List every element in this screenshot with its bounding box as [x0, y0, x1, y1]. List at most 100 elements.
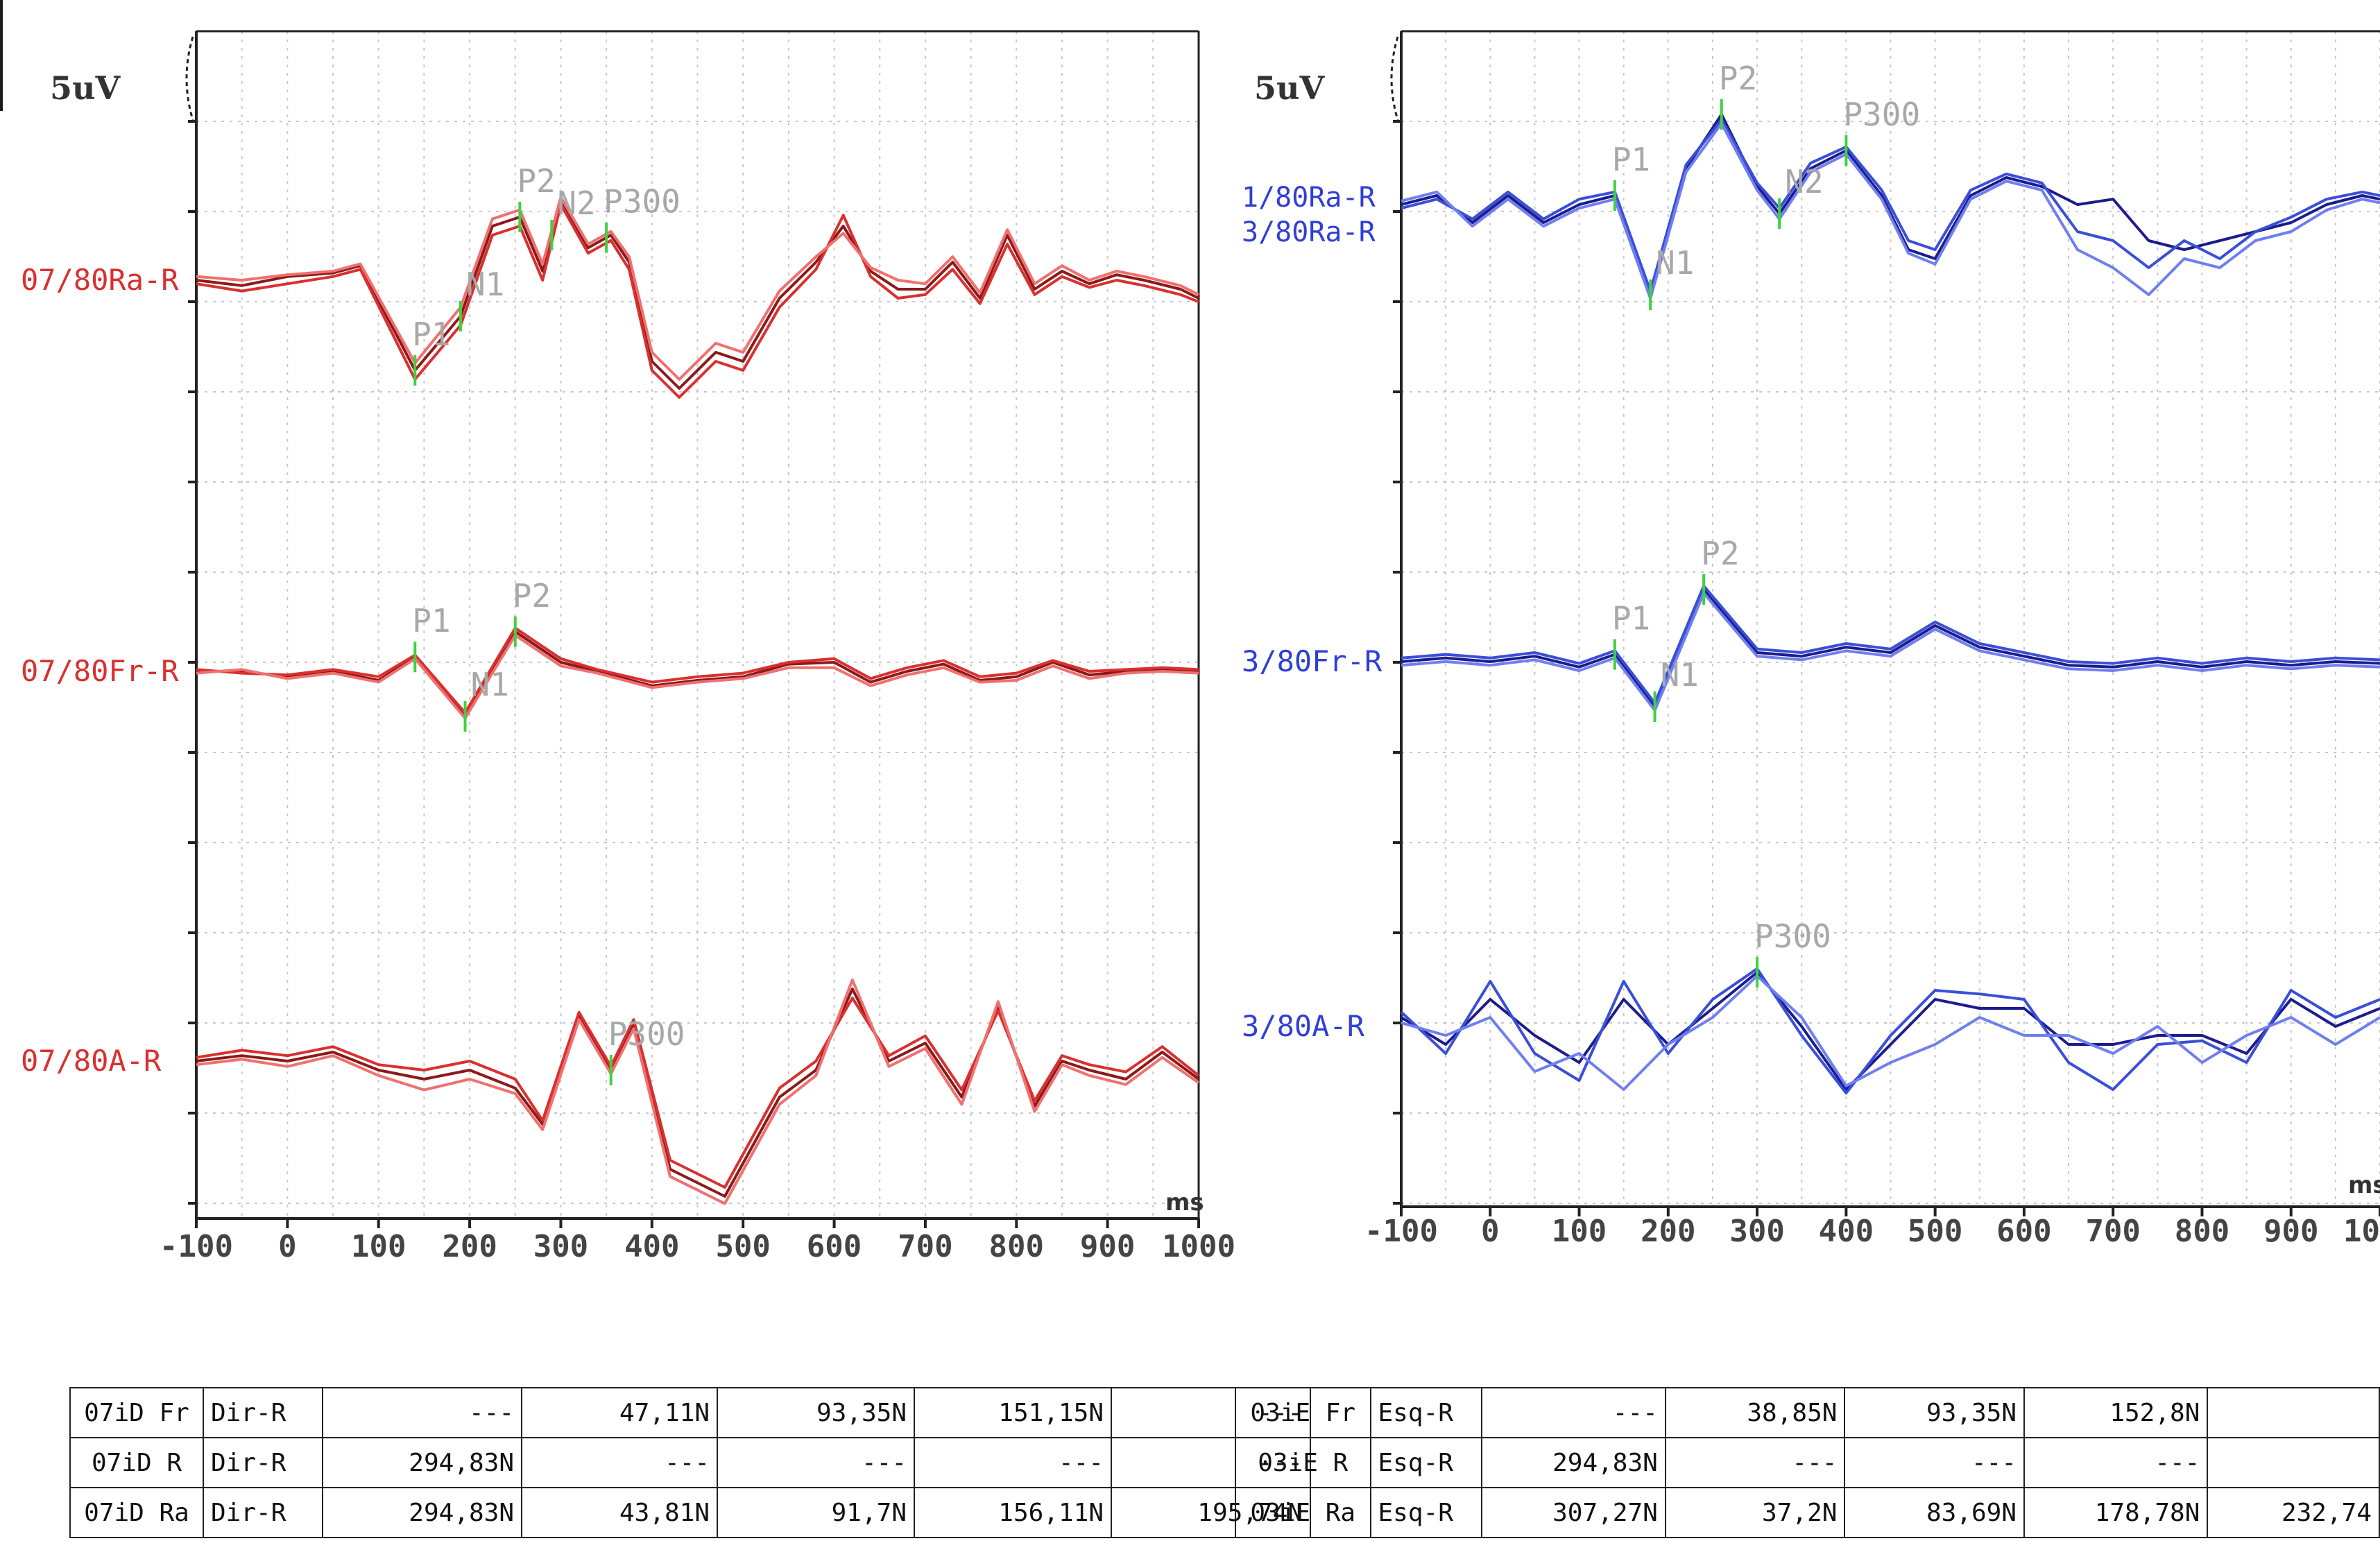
table-cell: 07iD Fr — [69, 1387, 204, 1438]
table-cell: 03iE Ra — [1235, 1487, 1371, 1538]
x-tick-label: 400 — [1819, 1214, 1874, 1249]
waveform-trace — [1400, 971, 2380, 1091]
table-cell: --- — [2023, 1437, 2209, 1488]
waveform-trace — [196, 198, 1199, 390]
table-cell: 07iD R — [69, 1437, 204, 1488]
waveform-trace — [196, 997, 1200, 1189]
table-cell: Esq-R — [1369, 1387, 1483, 1438]
table-cell: --- — [1844, 1437, 2026, 1488]
peak-label: P300 — [603, 183, 680, 221]
table-cell — [2207, 1437, 2380, 1488]
table-cell: --- — [322, 1387, 522, 1438]
channel-label: 3/80Ra-R — [1242, 216, 1376, 248]
table-cell: 232,74 — [2207, 1487, 2380, 1538]
table-cell: 03iE R — [1235, 1437, 1371, 1488]
table-row: 07iD Ra Dir-R 294,83N 43,81N 91,7N 156,11N 195… — [69, 1487, 1311, 1538]
table-cell: --- — [1664, 1437, 1846, 1488]
time-unit-label: ms — [1165, 1189, 1204, 1216]
x-tick-label: 500 — [715, 1229, 770, 1264]
waveform-trace — [196, 634, 1199, 720]
table-cell: 43,81N — [521, 1487, 718, 1538]
channel-label: 1/80Ra-R — [1242, 182, 1376, 214]
chart-right-red: -100 0 100 200 300 400 500 600 700 800 900 1000 5uV m… — [21, 30, 1235, 1264]
waveform-trace — [1401, 118, 2380, 293]
channel-label: 07/80A-R — [21, 1044, 162, 1078]
peak-label: P300 — [1843, 96, 1920, 133]
x-tick-label: 0 — [1481, 1214, 1500, 1249]
peak-label: P2 — [1719, 60, 1757, 97]
table-cell: 93,35N — [717, 1387, 915, 1438]
table-cell: 151,15N — [914, 1387, 1112, 1438]
table-cell: Dir-R — [203, 1487, 323, 1538]
table-cell: 83,69N — [1844, 1487, 2026, 1538]
x-tick-label: 900 — [2263, 1214, 2318, 1249]
table-cell: 156,11N — [914, 1487, 1112, 1538]
waveform-trace — [196, 196, 1199, 381]
table-cell — [2207, 1387, 2380, 1438]
channel-label: 3/80Fr-R — [1242, 644, 1382, 678]
waveform-trace — [196, 626, 1199, 714]
peak-label: N2 — [1785, 163, 1823, 200]
peak-label: P1 — [1612, 600, 1650, 637]
table-cell: --- — [521, 1437, 718, 1488]
table-cell: 93,35N — [1844, 1387, 2026, 1438]
channel-label: 07/80Fr-R — [21, 654, 179, 688]
x-tick-label: 200 — [442, 1229, 497, 1264]
table-row: 03iE R Esq-R 294,83N --- --- --- — [1235, 1437, 2380, 1488]
x-tick-label: 900 — [1080, 1229, 1135, 1264]
waveform-trace — [1401, 113, 2380, 296]
x-tick-label: -100 — [1364, 1214, 1438, 1249]
x-tick-label: 700 — [898, 1229, 952, 1264]
table-cell: 152,8N — [2023, 1387, 2209, 1438]
peak-label: P2 — [513, 577, 551, 614]
peak-label: N1 — [466, 266, 504, 303]
x-tick-label: 600 — [1996, 1214, 2051, 1249]
x-tick-label: 600 — [807, 1229, 862, 1264]
x-tick-label: 1000 — [1162, 1229, 1235, 1264]
x-tick-label: 800 — [2175, 1214, 2229, 1249]
latency-table-right-side: 07iD Fr Dir-R --- 47,11N 93,35N 151,15N --- 07i… — [69, 1387, 1311, 1538]
waveform-trace — [196, 630, 1199, 718]
x-tick-label: -100 — [160, 1229, 233, 1264]
waveform-trace — [1401, 974, 2380, 1091]
peak-label: P2 — [517, 162, 555, 200]
table-cell: Dir-R — [203, 1387, 323, 1438]
waveform-trace — [196, 988, 1200, 1198]
scale-label: 5uV — [50, 69, 121, 107]
table-cell: 294,83N — [322, 1437, 522, 1488]
table-cell: 03iE Fr — [1235, 1387, 1371, 1438]
time-unit-label: ms — [2348, 1171, 2380, 1199]
scale-bracket — [1390, 36, 1399, 121]
x-tick-label: 400 — [624, 1229, 679, 1264]
x-tick-label: 100 — [351, 1229, 406, 1264]
peak-label: N2 — [557, 184, 595, 222]
table-row: 03iE Ra Esq-R 307,27N 37,2N 83,69N 178,78N 232… — [1235, 1487, 2380, 1538]
table-cell: --- — [914, 1437, 1112, 1488]
table-cell: Esq-R — [1369, 1437, 1483, 1488]
x-tick-label: 0 — [278, 1229, 297, 1264]
waveform-trace — [1401, 122, 2380, 300]
peak-label: P300 — [1754, 918, 1831, 955]
waveform-trace — [1401, 588, 2380, 708]
peak-label: P1 — [412, 602, 450, 639]
table-cell: 91,7N — [717, 1487, 915, 1538]
x-tick-label: 300 — [1729, 1214, 1784, 1249]
waveform-trace — [1401, 592, 2380, 712]
channel-label: 3/80A-R — [1242, 1009, 1365, 1043]
table-row: 03iE Fr Esq-R --- 38,85N 93,35N 152,8N — [1235, 1387, 2380, 1438]
table-cell: 07iD Ra — [69, 1487, 204, 1538]
x-tick-label: 300 — [533, 1229, 588, 1264]
table-cell: 37,2N — [1664, 1487, 1846, 1538]
table-cell: --- — [717, 1437, 915, 1488]
x-tick-label: 200 — [1641, 1214, 1695, 1249]
waveform-trace — [196, 979, 1200, 1205]
table-row: 07iD Fr Dir-R --- 47,11N 93,35N 151,15N --- — [69, 1387, 1311, 1438]
x-tick-label: 100 — [1552, 1214, 1607, 1249]
x-tick-label: 800 — [989, 1229, 1044, 1264]
peak-label: P1 — [412, 316, 450, 353]
peak-label: N1 — [1656, 244, 1694, 282]
table-row: 07iD R Dir-R 294,83N --- --- --- --- — [69, 1437, 1311, 1488]
table-cell: 294,83N — [322, 1487, 522, 1538]
